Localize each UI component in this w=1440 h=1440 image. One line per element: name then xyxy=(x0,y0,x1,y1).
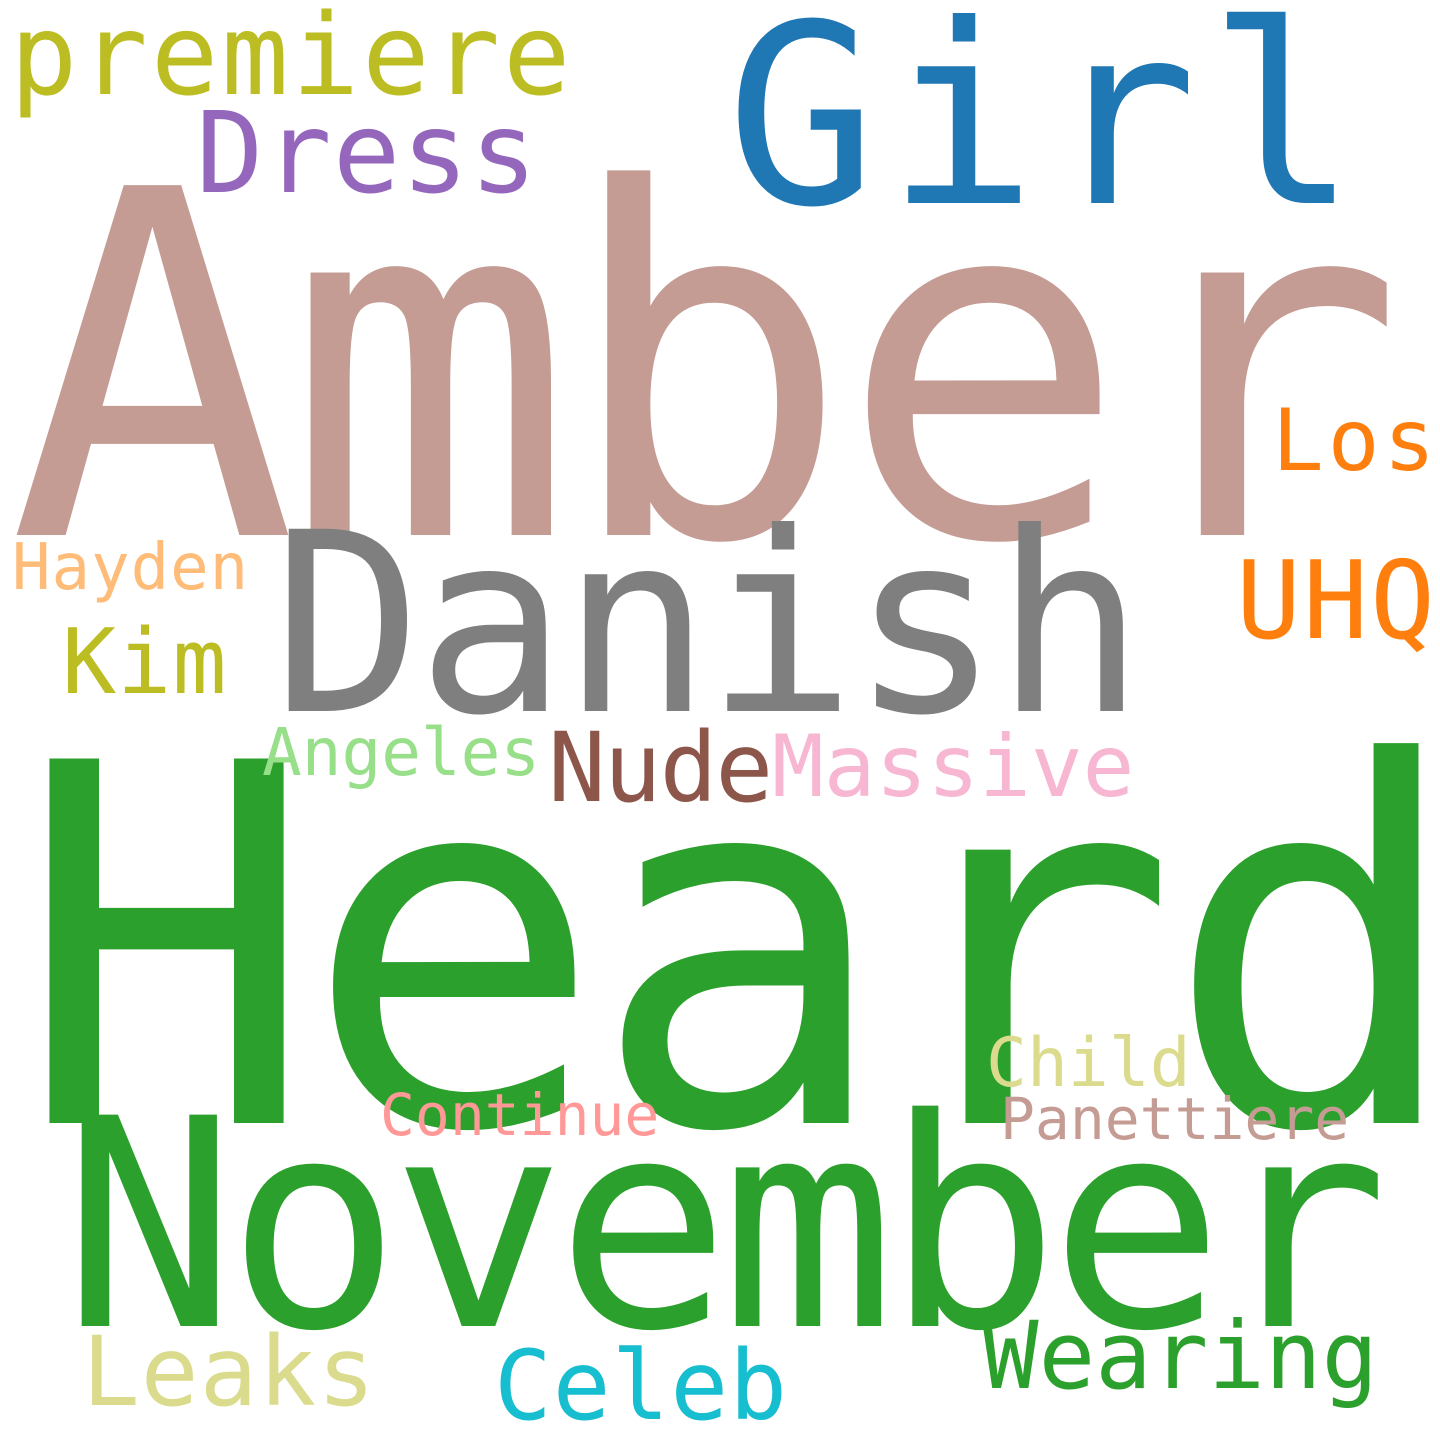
word-los: Los xyxy=(1272,391,1440,491)
word-continue: Continue xyxy=(380,1081,660,1149)
word-panettiere: Panettiere xyxy=(1000,1085,1350,1153)
word-amber: Amber xyxy=(8,90,1405,649)
word-november: November xyxy=(62,1058,1389,1395)
word-wearing: Wearing xyxy=(982,1302,1379,1411)
word-uhq: UHQ xyxy=(1236,539,1438,664)
word-massive: Massive xyxy=(772,717,1135,817)
word-celeb: Celeb xyxy=(494,1330,788,1440)
word-heard: Heard xyxy=(16,659,1440,1241)
word-dress: Dress xyxy=(196,89,539,219)
word-child: Child xyxy=(986,1024,1191,1103)
word-kim: Kim xyxy=(62,610,228,715)
word-nude: Nude xyxy=(548,712,773,824)
word-danish: Danish xyxy=(272,479,1145,770)
word-girl: Girl xyxy=(726,0,1369,262)
word-premiere: premiere xyxy=(10,0,574,121)
word-angeles: Angeles xyxy=(262,714,541,791)
word-leaks: Leaks xyxy=(82,1316,376,1428)
word-hayden: Hayden xyxy=(12,531,250,605)
